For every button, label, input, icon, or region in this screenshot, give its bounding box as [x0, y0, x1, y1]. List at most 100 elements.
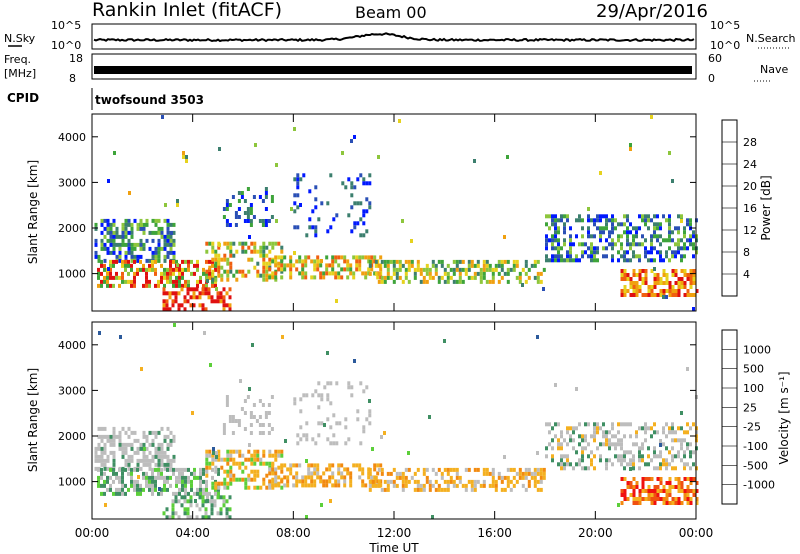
- echo-cell: [584, 438, 587, 443]
- echo-cell: [283, 263, 287, 268]
- echo-cell: [404, 467, 408, 472]
- echo-cell: [343, 255, 347, 260]
- echo-cell: [211, 277, 215, 282]
- echo-cell: [112, 438, 116, 443]
- echo-cell: [560, 214, 563, 219]
- echo-cell: [169, 275, 172, 280]
- echo-cell: [169, 246, 173, 251]
- echo-cell: [100, 230, 104, 235]
- echo-cell: [653, 501, 657, 505]
- echo-cell: [650, 434, 653, 439]
- echo-cell: [154, 267, 157, 272]
- echo-cell: [271, 467, 275, 472]
- echo-cell: [103, 246, 107, 251]
- echo-cell: [554, 226, 557, 231]
- echo-cell: [264, 191, 268, 195]
- echo-cell: [364, 255, 368, 260]
- echo-cell: [626, 214, 629, 219]
- echo-cell: [124, 450, 128, 455]
- echo-cell: [629, 230, 632, 235]
- echo-cell: [226, 241, 230, 246]
- echo-cell: [145, 258, 149, 263]
- echo-cell: [668, 218, 671, 223]
- echo-cell: [219, 495, 223, 500]
- echo-cell: [299, 177, 303, 182]
- echo-cell: [647, 493, 651, 497]
- echo-cell: [557, 442, 560, 447]
- echo-cell: [202, 491, 205, 496]
- echo-cell: [244, 465, 248, 470]
- echo-cell: [485, 471, 489, 476]
- echo-cell: [229, 449, 233, 454]
- echo-cell: [211, 273, 215, 278]
- echo-cell: [133, 259, 136, 264]
- echo-cell: [124, 491, 127, 496]
- echo-cell: [392, 483, 396, 488]
- echo-cell: [298, 255, 302, 260]
- echo-cell: [650, 238, 653, 243]
- echo-cell: [217, 269, 221, 274]
- echo-cell: [292, 483, 296, 488]
- echo-cell: [169, 279, 172, 284]
- echo-cell: [222, 499, 226, 504]
- echo-cell: [124, 279, 127, 284]
- echo-cell: [668, 289, 672, 293]
- echo-cell: [407, 479, 411, 484]
- echo-cell: [350, 181, 354, 186]
- echo-cell: [629, 222, 632, 227]
- echo-cell: [310, 463, 314, 468]
- echo-cell: [332, 433, 336, 438]
- echo-cell: [280, 259, 284, 264]
- echo-cell: [671, 230, 674, 235]
- echo-cell: [247, 269, 251, 274]
- echo-cell: [228, 507, 232, 512]
- echo-cell: [539, 487, 543, 492]
- echo-cell: [255, 419, 259, 423]
- echo-cell: [680, 281, 684, 285]
- echo-cell: [485, 467, 489, 472]
- echo-cell: [118, 491, 121, 496]
- echo-cell: [305, 433, 309, 438]
- echo-cell: [401, 263, 405, 268]
- echo-cell: [145, 454, 149, 459]
- echo-cell: [425, 475, 429, 480]
- echo-cell: [343, 267, 347, 272]
- echo-cell: [175, 467, 178, 472]
- echo-cell: [127, 218, 131, 223]
- echo-cell: [629, 281, 633, 285]
- echo-cell: [584, 434, 587, 439]
- echo-cell: [647, 214, 650, 219]
- echo-cell: [301, 259, 305, 264]
- echo-cell: [404, 479, 408, 484]
- echo-cell: [302, 433, 306, 438]
- echo-cell: [611, 442, 614, 447]
- echo-cell: [563, 214, 566, 219]
- echo-cell: [455, 483, 459, 488]
- echo-cell: [127, 238, 131, 243]
- echo-cell: [186, 299, 190, 304]
- echo-cell: [181, 483, 184, 488]
- echo-cell: [446, 263, 450, 268]
- echo-cell: [100, 471, 103, 476]
- echo-cell: [563, 230, 566, 235]
- echo-cell: [611, 434, 614, 439]
- echo-cell: [201, 495, 205, 500]
- echo-cell: [223, 241, 227, 246]
- echo-cell: [512, 483, 516, 488]
- echo-cell: [653, 214, 656, 219]
- echo-cell: [100, 483, 103, 488]
- freq-tick-bottom: 8: [69, 72, 76, 85]
- echo-cell: [355, 463, 359, 468]
- echo-cell: [130, 246, 134, 251]
- echo-cell: [166, 279, 169, 284]
- echo-cell: [692, 277, 696, 281]
- echo-cell: [258, 415, 262, 419]
- echo-cell: [280, 263, 284, 268]
- echo-cell: [593, 430, 596, 435]
- echo-cell: [243, 399, 247, 403]
- echo-cell: [253, 469, 257, 474]
- echo-cell: [172, 222, 176, 227]
- echo-cell: [689, 466, 692, 471]
- velocity-ytick-label: 1000: [58, 476, 86, 489]
- echo-cell: [356, 221, 360, 226]
